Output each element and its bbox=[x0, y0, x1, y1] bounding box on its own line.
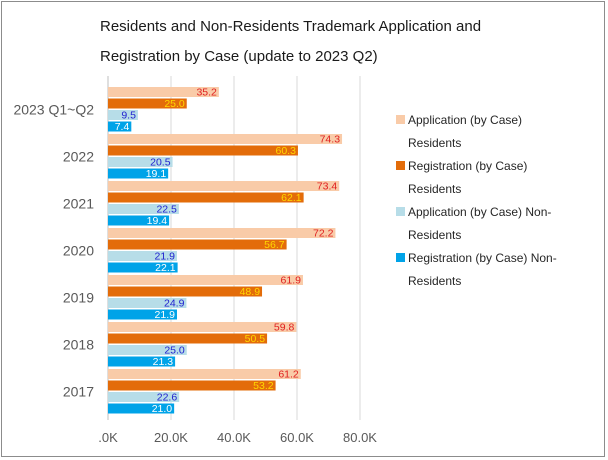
legend-label: Residents bbox=[408, 228, 461, 242]
data-label: 60.3 bbox=[276, 145, 297, 157]
chart-title: Residents and Non-Residents Trademark Ap… bbox=[100, 12, 540, 72]
bar-registration-by-case-residents-2017 bbox=[108, 380, 276, 391]
data-label: 25.0 bbox=[164, 98, 185, 110]
x-tick-label: 40.0K bbox=[217, 430, 251, 445]
x-tick-label: .0K bbox=[98, 430, 118, 445]
data-label: 21.9 bbox=[155, 251, 176, 263]
bar-registration-by-case-residents-2019 bbox=[108, 286, 263, 297]
bar-application-by-case-residents-2017 bbox=[108, 369, 301, 379]
bar-registration-by-case-non-residents-2017 bbox=[108, 403, 175, 414]
data-labels: 35.2 25.0 9.57.4 74.3 60.3 20.519.1 73.4 62.1 22… bbox=[115, 87, 341, 416]
data-label: 19.1 bbox=[146, 168, 167, 180]
data-label: 50.5 bbox=[245, 333, 266, 345]
legend-label: Residents bbox=[408, 182, 461, 196]
legend-label: Registration (by Case) bbox=[408, 159, 527, 173]
legend-swatch-registration-by-case-residents bbox=[396, 161, 405, 170]
bar-application-by-case-residents-2019 bbox=[108, 275, 303, 285]
bar-application-by-case-non-residents-2017 bbox=[108, 392, 180, 402]
data-label: 25.0 bbox=[164, 345, 185, 357]
legend-swatch-registration-by-case-non-residents bbox=[396, 253, 405, 262]
bar-application-by-case-non-residents-2020 bbox=[108, 251, 177, 261]
data-label: 61.2 bbox=[278, 369, 299, 381]
data-label: 59.8 bbox=[274, 322, 295, 334]
legend-label: Application (by Case) bbox=[408, 113, 522, 127]
category-label: 2017 bbox=[63, 384, 94, 400]
data-label: 72.2 bbox=[313, 228, 334, 240]
data-label: 61.9 bbox=[281, 275, 302, 287]
bar-registration-by-case-non-residents-2018 bbox=[108, 356, 176, 367]
bar-application-by-case-non-residents-2018 bbox=[108, 345, 187, 355]
category-label: 2022 bbox=[63, 149, 94, 165]
bar-application-by-case-residents-2018 bbox=[108, 322, 297, 332]
category-label: 2021 bbox=[63, 196, 94, 212]
bar-application-by-case-residents-2020 bbox=[108, 228, 336, 238]
chart-title-line-2: Registration by Case (update to 2023 Q2) bbox=[100, 48, 378, 65]
x-tick-labels: .0K 20.0K 40.0K 60.0K 80.0K bbox=[98, 430, 377, 445]
data-label: 48.9 bbox=[240, 286, 261, 298]
data-label: 22.5 bbox=[156, 204, 177, 216]
bar-registration-by-case-residents-2018 bbox=[108, 333, 268, 344]
data-label: 74.3 bbox=[320, 134, 341, 146]
bar-registration-by-case-residents-2022 bbox=[108, 145, 298, 156]
data-label: 35.2 bbox=[196, 87, 217, 99]
data-label: 56.7 bbox=[264, 239, 285, 251]
data-label: 53.2 bbox=[253, 380, 274, 392]
category-label: 2023 Q1~Q2 bbox=[13, 102, 94, 118]
bar-registration-by-case-non-residents-2021 bbox=[108, 215, 170, 226]
x-tick-label: 80.0K bbox=[343, 430, 377, 445]
bar-application-by-case-non-residents-2019 bbox=[108, 298, 187, 308]
legend-label: Residents bbox=[408, 136, 461, 150]
bar-registration-by-case-non-residents-2022 bbox=[108, 168, 169, 179]
category-label: 2020 bbox=[63, 243, 94, 259]
data-label: 7.4 bbox=[115, 121, 130, 133]
x-tick-label: 60.0K bbox=[280, 430, 314, 445]
category-labels: 2023 Q1~Q2 2022 2021 2020 2019 2018 2017 bbox=[13, 102, 94, 400]
data-label: 19.4 bbox=[147, 215, 168, 227]
data-label: 24.9 bbox=[164, 298, 185, 310]
bars bbox=[108, 87, 343, 414]
x-tick-label: 20.0K bbox=[154, 430, 188, 445]
category-label: 2018 bbox=[63, 337, 94, 353]
data-label: 62.1 bbox=[281, 192, 302, 204]
data-label: 9.5 bbox=[121, 110, 136, 122]
data-label: 21.3 bbox=[153, 356, 174, 368]
data-label: 21.9 bbox=[155, 309, 176, 321]
legend-label: Application (by Case) Non- bbox=[408, 205, 551, 219]
bar-registration-by-case-non-residents-2023-q1-q2 bbox=[108, 121, 132, 132]
category-label: 2019 bbox=[63, 290, 94, 306]
legend-label: Residents bbox=[408, 274, 461, 288]
data-label: 21.0 bbox=[152, 403, 173, 415]
chart-title-line-1: Residents and Non-Residents Trademark Ap… bbox=[100, 18, 482, 35]
legend-swatch-application-by-case-residents bbox=[396, 115, 405, 124]
bar-application-by-case-non-residents-2023-q1-q2 bbox=[108, 110, 138, 120]
bar-application-by-case-residents-2023-q1-q2 bbox=[108, 87, 219, 97]
bar-application-by-case-non-residents-2022 bbox=[108, 157, 173, 167]
data-label: 73.4 bbox=[317, 181, 338, 193]
bar-application-by-case-non-residents-2021 bbox=[108, 204, 179, 214]
legend: Application (by Case) Residents Registrati… bbox=[396, 113, 557, 288]
data-label: 22.1 bbox=[155, 262, 176, 274]
bar-application-by-case-residents-2022 bbox=[108, 134, 343, 144]
legend-swatch-application-by-case-non-residents bbox=[396, 207, 405, 216]
bar-registration-by-case-residents-2020 bbox=[108, 239, 287, 250]
legend-label: Registration (by Case) Non- bbox=[408, 251, 557, 265]
data-label: 22.6 bbox=[157, 392, 178, 404]
bar-registration-by-case-residents-2023-q1-q2 bbox=[108, 98, 187, 109]
data-label: 20.5 bbox=[150, 157, 171, 169]
bar-registration-by-case-residents-2021 bbox=[108, 192, 304, 203]
bar-application-by-case-residents-2021 bbox=[108, 181, 340, 191]
bar-registration-by-case-non-residents-2019 bbox=[108, 309, 177, 320]
bar-registration-by-case-non-residents-2020 bbox=[108, 262, 178, 273]
